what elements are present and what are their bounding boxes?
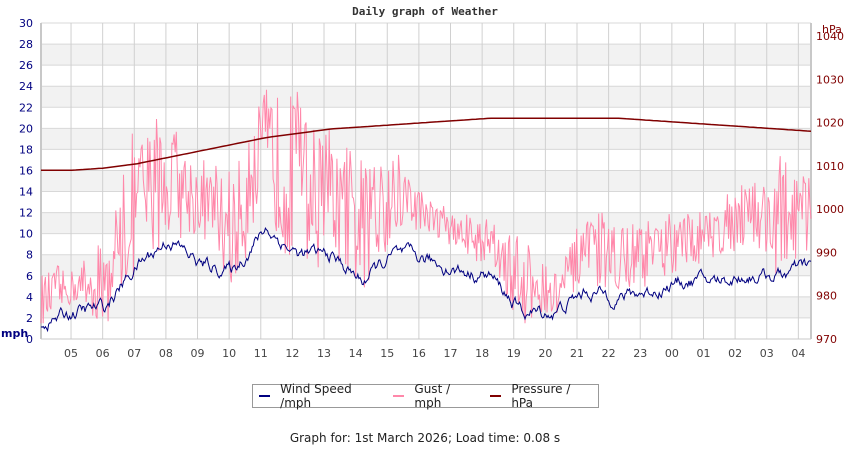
svg-text:26: 26 [19, 59, 33, 72]
svg-text:hPa: hPa [822, 23, 842, 36]
svg-text:09: 09 [191, 347, 205, 360]
svg-text:17: 17 [444, 347, 458, 360]
svg-text:1010: 1010 [816, 160, 844, 173]
legend-label: Gust / mph [414, 382, 451, 410]
svg-text:28: 28 [19, 38, 33, 51]
svg-text:6: 6 [26, 270, 33, 283]
svg-text:15: 15 [380, 347, 394, 360]
svg-text:1040: 1040 [816, 30, 844, 43]
svg-text:04: 04 [791, 347, 805, 360]
svg-text:mph: mph [1, 327, 28, 340]
pressure-swatch-icon [490, 395, 502, 397]
svg-text:05: 05 [64, 347, 78, 360]
svg-text:1000: 1000 [816, 203, 844, 216]
svg-text:18: 18 [19, 143, 33, 156]
svg-text:20: 20 [538, 347, 552, 360]
svg-text:4: 4 [26, 291, 33, 304]
svg-text:03: 03 [760, 347, 774, 360]
svg-text:13: 13 [317, 347, 331, 360]
svg-text:22: 22 [602, 347, 616, 360]
svg-text:10: 10 [19, 228, 33, 241]
legend-item-wind-speed: Wind Speed /mph [259, 382, 379, 410]
svg-text:08: 08 [159, 347, 173, 360]
svg-text:2: 2 [26, 312, 33, 325]
svg-text:10: 10 [222, 347, 236, 360]
svg-text:22: 22 [19, 101, 33, 114]
svg-text:20: 20 [19, 122, 33, 135]
svg-text:02: 02 [728, 347, 742, 360]
svg-text:21: 21 [570, 347, 584, 360]
svg-text:23: 23 [633, 347, 647, 360]
svg-text:980: 980 [816, 290, 837, 303]
svg-text:01: 01 [696, 347, 710, 360]
svg-text:16: 16 [412, 347, 426, 360]
svg-text:12: 12 [285, 347, 299, 360]
svg-text:07: 07 [127, 347, 141, 360]
svg-text:11: 11 [254, 347, 268, 360]
svg-text:24: 24 [19, 80, 33, 93]
svg-text:1030: 1030 [816, 73, 844, 86]
svg-text:16: 16 [19, 164, 33, 177]
svg-text:0: 0 [26, 333, 33, 346]
svg-text:18: 18 [475, 347, 489, 360]
legend-label: Pressure / hPa [511, 382, 571, 410]
legend-item-pressure: Pressure / hPa [490, 382, 590, 410]
svg-text:1020: 1020 [816, 117, 844, 130]
svg-text:970: 970 [816, 333, 837, 346]
svg-text:12: 12 [19, 207, 33, 220]
chart-title: Daily graph of Weather [352, 5, 498, 18]
chart-plot-area: 05 06 07 08 09 10 11 12 13 14 15 16 17 18 19 20 21 22 23 00… [1, 17, 844, 360]
svg-text:30: 30 [19, 17, 33, 30]
svg-text:14: 14 [19, 186, 33, 199]
svg-text:06: 06 [96, 347, 110, 360]
svg-text:990: 990 [816, 246, 837, 259]
svg-text:8: 8 [26, 249, 33, 262]
legend-label: Wind Speed /mph [280, 382, 352, 410]
gust-swatch-icon [393, 395, 405, 397]
chart-legend: Wind Speed /mph Gust / mph Pressure / hP… [252, 382, 599, 410]
svg-text:00: 00 [665, 347, 679, 360]
svg-text:19: 19 [507, 347, 521, 360]
footer-status: Graph for: 1st March 2026; Load time: 0.… [289, 431, 561, 445]
svg-text:14: 14 [349, 347, 363, 360]
legend-item-gust: Gust / mph [393, 382, 476, 410]
wind-speed-swatch-icon [259, 395, 271, 397]
